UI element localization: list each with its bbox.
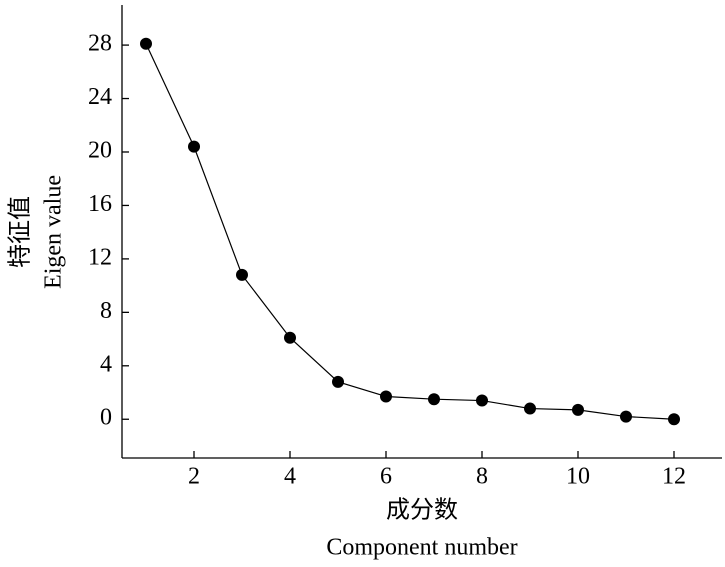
x-tick-label: 4 <box>284 464 296 490</box>
y-tick-label: 28 <box>88 31 112 57</box>
y-tick-label: 12 <box>88 244 112 270</box>
x-tick-label: 10 <box>566 464 590 490</box>
y-tick-label: 24 <box>88 84 112 110</box>
y-axis-label: 特征值 <box>7 196 34 268</box>
marker <box>380 390 392 403</box>
marker <box>524 402 536 415</box>
y-tick-label: 16 <box>88 191 112 217</box>
y-tick-label: 0 <box>100 405 112 431</box>
marker <box>668 413 680 426</box>
marker <box>332 375 344 388</box>
y-tick-label: 20 <box>88 137 112 163</box>
y-tick-label: 8 <box>100 298 112 324</box>
x-tick-label: 12 <box>662 464 686 490</box>
line <box>145 43 675 420</box>
marker <box>236 268 248 281</box>
y-axis-label-en: Eigen value <box>41 175 67 289</box>
y-tick-label: 4 <box>100 351 112 377</box>
marker <box>572 403 584 416</box>
x-axis-label: 成分数 <box>386 497 458 524</box>
x-axis-label-en: Component number <box>326 535 517 561</box>
marker <box>620 410 632 423</box>
x-tick-label: 8 <box>476 464 488 490</box>
marker <box>428 393 440 406</box>
marker <box>284 331 296 344</box>
x-tick-label: 6 <box>380 464 392 490</box>
marker <box>140 37 152 50</box>
marker <box>476 394 488 407</box>
x-tick-label: 2 <box>188 464 200 490</box>
marker <box>188 140 200 153</box>
